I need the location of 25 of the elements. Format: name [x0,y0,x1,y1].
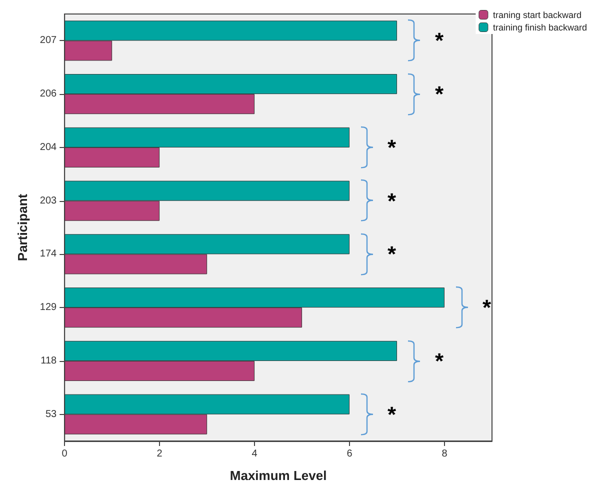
annotation: * [435,82,444,107]
annotation: * [388,134,397,160]
y-axis-title: Participant [15,193,30,262]
annotation: * [388,402,397,427]
y-tick-label: 118 [40,355,58,366]
x-tick-label: 2 [156,448,163,460]
x-tick-label: 0 [62,448,68,460]
x-tick-label: 6 [346,448,353,460]
y-tick-label: 204 [40,142,58,153]
annotation: * [482,295,492,320]
y-tick-label: 53 [45,408,58,420]
y-tick-label: 203 [40,195,58,206]
y-tick-label: 174 [40,248,58,260]
legend-label: training finish backward [492,22,588,32]
legend-label: traning start backward [492,10,582,20]
x-axis-title: Maximum Level [230,468,327,483]
annotation: * [435,28,444,54]
y-tick-label: 207 [40,35,58,46]
y-tick-label: 129 [40,302,58,314]
annotation: * [388,188,397,214]
y-tick-label: 206 [40,88,58,100]
x-tick-label: 8 [442,448,448,460]
annotation: * [435,348,444,374]
annotation: * [388,242,397,267]
x-tick-label: 4 [252,448,258,460]
